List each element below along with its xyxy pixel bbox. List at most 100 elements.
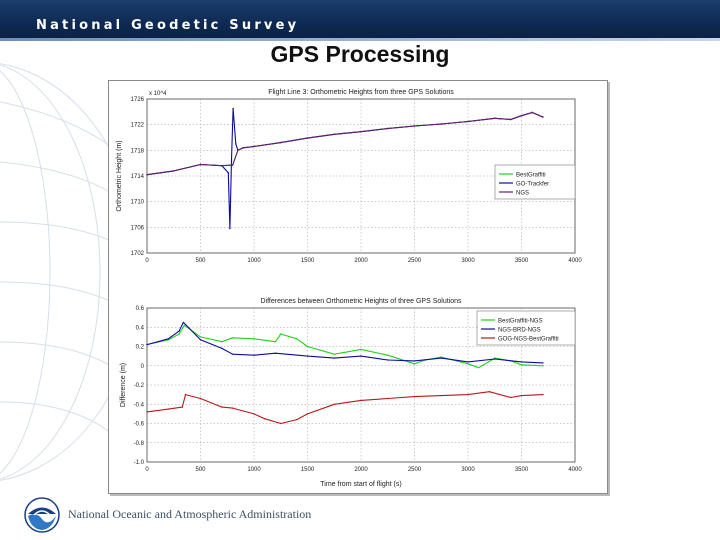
bottom-y-tick-labels: -1.0 -0.8 -0.6 -0.4 -0.2 0 0.2 0.4 0.6 bbox=[134, 306, 145, 466]
bottom-series-2-point bbox=[510, 396, 512, 399]
bottom-chart: 0 500 1000 1500 2000 2500 3000 3500 4000 -1.0 -0.… bbox=[120, 298, 582, 488]
top-legend-label-2: NGS bbox=[516, 191, 529, 197]
bottom-series-1-point bbox=[360, 355, 362, 357]
top-series-2-point bbox=[440, 123, 442, 125]
bottom-series-0-point bbox=[183, 324, 186, 326]
chart-figure: 0 500 1000 1500 2000 2500 3000 3500 4000 1702170… bbox=[116, 89, 582, 488]
bottom-series-2-point bbox=[333, 403, 335, 405]
top-x-tick-labels: 0 500 1000 1500 2000 2500 3000 3500 4000 bbox=[145, 258, 582, 264]
top-series-2-point bbox=[531, 111, 533, 114]
bottom-legend-label-2: GOG-NGS-BestGraffiti bbox=[498, 337, 559, 343]
top-series-2-point bbox=[467, 120, 469, 123]
top-series-2-point bbox=[360, 131, 362, 133]
bottom-series-1-point bbox=[306, 355, 309, 357]
bottom-y-tick-label: 0.2 bbox=[136, 345, 145, 351]
top-legend-label-1: GO-Trackfer bbox=[516, 182, 549, 188]
top-y-tick-label: 1702 bbox=[131, 251, 145, 257]
top-x-tick-label: 4000 bbox=[568, 258, 582, 264]
top-series-group bbox=[146, 107, 544, 230]
top-series-2-point bbox=[387, 127, 389, 130]
bottom-x-tick-label: 1000 bbox=[247, 467, 261, 473]
bottom-series-1-point bbox=[178, 330, 180, 332]
bottom-x-tick-label: 4000 bbox=[568, 467, 582, 473]
bottom-series-2-point bbox=[360, 399, 362, 402]
bottom-series-2-point bbox=[542, 393, 544, 396]
bottom-series-0-point bbox=[440, 356, 442, 358]
bottom-series-2-point bbox=[167, 408, 170, 410]
bottom-x-tick-label: 0 bbox=[145, 467, 149, 473]
top-series-2-point bbox=[231, 164, 234, 166]
bottom-series-0-point bbox=[467, 363, 469, 365]
header-rule bbox=[0, 38, 720, 41]
top-x-tick-label: 1500 bbox=[301, 258, 315, 264]
bottom-series-2-point bbox=[264, 418, 266, 420]
bottom-series-1-point bbox=[413, 360, 416, 362]
bottom-series-1-point bbox=[494, 358, 496, 360]
top-legend-box bbox=[494, 164, 576, 200]
bottom-series-0-point bbox=[231, 337, 234, 339]
bottom-series-2-point bbox=[306, 413, 309, 415]
bottom-chart-title: Differences between Orthometric Heights … bbox=[260, 298, 462, 305]
top-y-tick-labels: 1702 1706 1710 1714 1718 1722 1726 bbox=[131, 97, 145, 257]
bottom-series-0-point bbox=[542, 365, 544, 367]
bottom-series-1-point bbox=[199, 339, 202, 341]
bottom-series-1-point bbox=[387, 359, 389, 361]
bottom-x-tick-label: 3500 bbox=[515, 467, 529, 473]
bottom-series-2-point bbox=[387, 397, 389, 400]
top-series-2-point bbox=[253, 145, 255, 148]
bottom-series-1-point bbox=[182, 321, 185, 324]
top-series-2-point bbox=[221, 165, 223, 167]
bottom-series-0-point bbox=[280, 333, 282, 335]
bottom-series-1-point bbox=[542, 362, 544, 364]
bottom-x-tick-label: 2500 bbox=[408, 467, 422, 473]
bottom-x-axis-label: Time from start of flight (s) bbox=[320, 481, 401, 488]
bottom-y-tick-label: -0.4 bbox=[134, 402, 145, 408]
top-grid bbox=[147, 99, 575, 253]
bottom-series-0-point bbox=[199, 336, 202, 338]
bottom-series-2-point bbox=[520, 394, 523, 397]
top-series-2-point bbox=[413, 125, 416, 127]
bottom-series-group bbox=[146, 321, 544, 425]
top-legend: BestGraffiti GO-Trackfer NGS bbox=[494, 164, 576, 200]
bottom-series-2-point bbox=[296, 418, 298, 421]
bottom-x-tick-label: 1500 bbox=[301, 467, 315, 473]
top-y-tick-label: 1710 bbox=[131, 200, 145, 206]
bottom-y-tick-label: -0.2 bbox=[134, 383, 145, 389]
top-y-tick-label: 1726 bbox=[131, 97, 145, 103]
bottom-series-0-point bbox=[413, 363, 416, 365]
top-series-2-point bbox=[280, 141, 282, 144]
top-series-2-point bbox=[146, 174, 148, 176]
bottom-y-tick-label: 0.6 bbox=[136, 306, 145, 312]
top-chart: 0 500 1000 1500 2000 2500 3000 3500 4000 1702170… bbox=[116, 89, 582, 264]
bottom-series-2-point bbox=[440, 394, 442, 397]
top-series-1-point bbox=[232, 107, 234, 110]
bottom-series-0-point bbox=[360, 348, 362, 351]
bottom-series-2-point bbox=[280, 422, 282, 425]
bottom-series-0-point bbox=[221, 341, 223, 343]
top-series-1-point bbox=[230, 159, 233, 161]
top-y-tick-label: 1718 bbox=[131, 148, 145, 154]
bottom-series-1-point bbox=[253, 354, 255, 356]
bottom-series-0-point bbox=[296, 338, 298, 340]
bottom-series-0-point bbox=[178, 333, 180, 335]
top-series-2-point bbox=[237, 149, 239, 151]
top-y-axis-label: Orthometric Height (m) bbox=[116, 140, 123, 211]
bottom-series-0-point bbox=[306, 345, 309, 348]
bottom-series-2-point bbox=[181, 406, 183, 408]
top-x-tick-label: 2500 bbox=[408, 258, 422, 264]
bottom-series-2-point bbox=[231, 407, 234, 409]
top-series-1-point bbox=[227, 172, 229, 174]
bottom-y-tick-label: -0.6 bbox=[134, 422, 145, 428]
top-series-2-point bbox=[199, 163, 202, 166]
bottom-y-tick-label: -0.8 bbox=[134, 441, 145, 447]
top-x-tick-label: 3000 bbox=[461, 258, 475, 264]
bottom-series-1-point bbox=[221, 347, 223, 350]
top-x-tick-label: 500 bbox=[195, 258, 206, 264]
bottom-series-2-point bbox=[467, 393, 469, 396]
bottom-series-0-point bbox=[520, 364, 523, 366]
top-series-2-point bbox=[173, 170, 175, 172]
bottom-series-0-point bbox=[333, 353, 335, 355]
bottom-series-2-point bbox=[253, 413, 255, 415]
top-series-2-point bbox=[306, 137, 309, 139]
bottom-x-tick-label: 500 bbox=[195, 467, 206, 473]
